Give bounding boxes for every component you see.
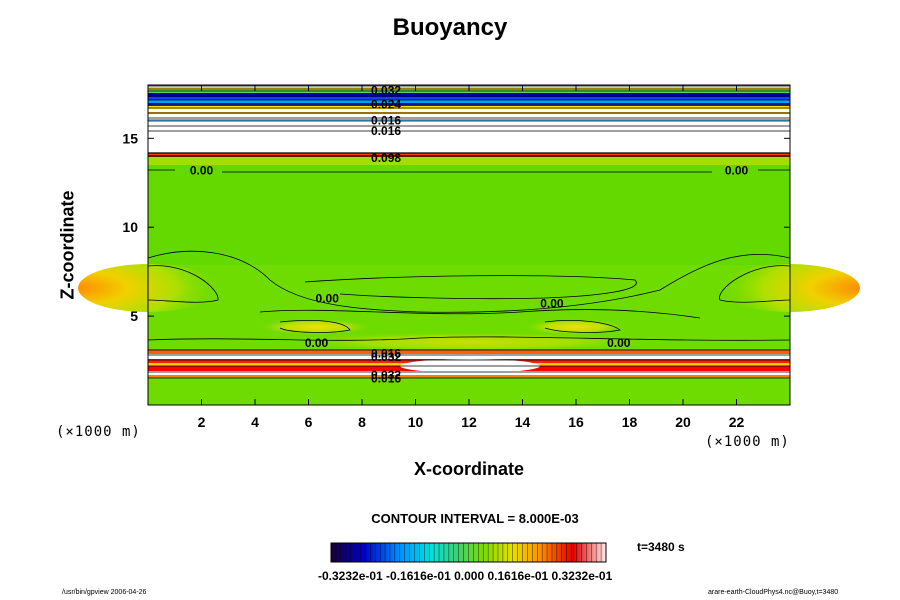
x-tick-label: 2 bbox=[198, 414, 206, 430]
x-axis-label: X-coordinate bbox=[413, 459, 524, 479]
y-tick-label: 10 bbox=[122, 219, 138, 235]
x-tick-label: 20 bbox=[675, 414, 691, 430]
x-axis-ticks: 2 4 6 8 10 12 14 16 18 20 22 bbox=[198, 85, 745, 430]
contour-labels: 0.00 0.000.00 0.000.00 0.000.0980.0320.0160… bbox=[190, 83, 749, 385]
contour-interval: CONTOUR INTERVAL = 8.000E-03 bbox=[371, 511, 579, 526]
field-upper-region bbox=[148, 155, 790, 265]
contour-label: 0.032 bbox=[371, 368, 401, 382]
x-tick-label: 10 bbox=[408, 414, 424, 430]
x-tick-label: 14 bbox=[515, 414, 531, 430]
contour-label: 0.016 bbox=[371, 124, 401, 138]
chart-title: Buoyancy bbox=[392, 14, 508, 41]
x-tick-label: 6 bbox=[305, 414, 313, 430]
x-unit-right: (×1000 m) bbox=[705, 434, 790, 450]
contour-label: 0.00 bbox=[316, 291, 340, 305]
x-unit-left: (×1000 m) bbox=[56, 424, 141, 440]
contour-label: 0.098 bbox=[371, 151, 401, 165]
contour-label: 0.00 bbox=[190, 163, 214, 177]
colorbar bbox=[330, 542, 607, 563]
contour-label: 0.016 bbox=[371, 346, 401, 360]
x-tick-label: 16 bbox=[568, 414, 584, 430]
y-axis-ticks: 5 10 15 bbox=[122, 130, 790, 324]
x-tick-label: 8 bbox=[358, 414, 366, 430]
contour-label: 0.024 bbox=[371, 98, 401, 112]
contour-label: 0.016 bbox=[371, 371, 401, 385]
buoyancy-field bbox=[78, 85, 860, 405]
colorbar-divisions bbox=[335, 543, 602, 562]
contour-label: 0.032 bbox=[371, 83, 401, 97]
tropopause-band bbox=[148, 153, 790, 157]
low-level-band bbox=[148, 349, 790, 354]
colorbar-tick-labels: -0.3232e-01 -0.1616e-01 0.000 0.1616e-01… bbox=[318, 569, 613, 583]
contour-label: 0.016 bbox=[371, 114, 401, 128]
contour-label: 0.00 bbox=[540, 297, 564, 311]
contour-label: 0.032 bbox=[371, 350, 401, 364]
x-tick-label: 12 bbox=[461, 414, 477, 430]
x-tick-label: 22 bbox=[729, 414, 745, 430]
y-tick-label: 15 bbox=[122, 130, 138, 146]
footer-right: arare-earth-CloudPhys4.nc@Buoy,t=3480 bbox=[708, 589, 839, 596]
footer-left: /usr/bin/gpview 2006-04-26 bbox=[62, 589, 147, 596]
y-axis-label: Z-coordinate bbox=[57, 190, 78, 300]
contour-label: 0.00 bbox=[725, 163, 749, 177]
time-label: t=3480 s bbox=[637, 540, 685, 554]
contour-label: 0.00 bbox=[607, 336, 631, 350]
x-tick-label: 18 bbox=[622, 414, 638, 430]
contour-label: 0.00 bbox=[305, 336, 329, 350]
y-tick-label: 5 bbox=[130, 308, 138, 324]
x-tick-label: 4 bbox=[251, 414, 259, 430]
